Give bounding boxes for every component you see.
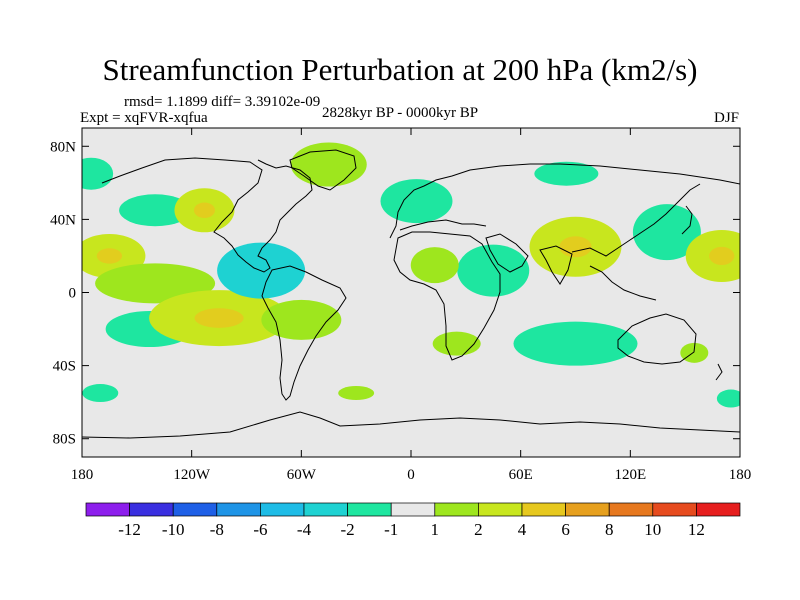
x-tick-label: 0 <box>407 467 415 483</box>
x-tick-label: 60E <box>509 467 533 483</box>
anomaly-region-19 <box>338 386 375 401</box>
colorbar-label: -6 <box>253 520 267 539</box>
coast-south-america <box>261 265 347 401</box>
coast-europe-south <box>399 219 487 231</box>
x-tick-label: 180 <box>71 467 94 483</box>
anomaly-region-1 <box>95 263 216 304</box>
anomaly-region-12 <box>410 247 459 284</box>
colorbar-label: 4 <box>518 520 527 539</box>
stats-label: rmsd= 1.1899 diff= 3.39102e-09 <box>124 94 321 110</box>
colorbar-label: -4 <box>297 520 312 539</box>
colorbar-label: -12 <box>118 520 141 539</box>
coast-japan <box>681 205 693 235</box>
y-tick-label: 40N <box>50 212 76 228</box>
colorbar-label: 12 <box>688 520 705 539</box>
anomaly-region-10 <box>457 244 530 297</box>
anomaly-region-17 <box>432 331 481 356</box>
plot-title: Streamfunction Perturbation at 200 hPa (… <box>102 52 698 87</box>
colorbar-swatch <box>390 502 436 517</box>
anomaly-core-1 <box>194 308 244 328</box>
colorbar-label: 1 <box>431 520 440 539</box>
experiment-label: Expt = xqFVR-xqfua <box>80 110 208 126</box>
coast-india <box>539 245 573 285</box>
anomaly-region-13 <box>534 161 599 186</box>
colorbar-swatch <box>85 502 130 517</box>
colorbar-swatch <box>129 502 174 517</box>
anomaly-layer <box>82 142 740 408</box>
coast-greenland <box>289 149 357 191</box>
colorbar-swatch <box>608 502 654 517</box>
colorbar-label: 6 <box>561 520 570 539</box>
colorbar-swatch <box>521 502 566 517</box>
colorbar-swatch <box>347 502 392 517</box>
anomaly-region-6 <box>119 194 192 227</box>
coast-southeast-asia <box>589 265 657 301</box>
x-tick-label: 120W <box>173 467 211 483</box>
y-tick-label: 40S <box>53 359 76 375</box>
y-tick-label: 0 <box>69 286 77 302</box>
anomaly-region-9 <box>380 179 453 224</box>
anomaly-core-2 <box>193 202 215 218</box>
colorbar-swatch <box>260 502 305 517</box>
colorbar-swatch <box>565 502 610 517</box>
coastlines <box>82 149 740 439</box>
coast-north-america <box>101 157 313 273</box>
period-label: 2828kyr BP - 0000kyr BP <box>322 105 479 121</box>
anomaly-region-22 <box>82 157 114 190</box>
anomaly-region-18 <box>680 342 709 363</box>
colorbar-swatch <box>172 502 218 517</box>
anomaly-core-4 <box>709 246 735 266</box>
coast-east-asia <box>571 183 701 257</box>
colorbar-swatch <box>696 502 741 517</box>
colorbar-label: 2 <box>474 520 483 539</box>
colorbar-swatch <box>478 502 523 517</box>
colorbar-swatch <box>216 502 261 517</box>
colorbar-label: -8 <box>210 520 224 539</box>
coast-europe-asia <box>389 163 740 239</box>
colorbar-label: -2 <box>341 520 355 539</box>
colorbar-swatch <box>303 502 348 517</box>
anomaly-region-5 <box>261 299 342 340</box>
coast-africa <box>393 231 501 361</box>
anomaly-region-20 <box>82 384 119 403</box>
anomaly-region-14 <box>632 204 701 261</box>
coast-new-zealand <box>715 363 723 381</box>
coast-australia <box>617 313 697 365</box>
y-tick-label: 80N <box>50 139 76 155</box>
coast-antarctica <box>82 411 740 439</box>
colorbar-label: 10 <box>644 520 661 539</box>
y-tick-label: 80S <box>53 432 76 448</box>
colorbar-label: -10 <box>162 520 185 539</box>
season-label: DJF <box>714 110 740 126</box>
anomaly-region-16 <box>513 321 638 366</box>
coast-arabia <box>485 233 529 273</box>
x-tick-label: 120E <box>614 467 646 483</box>
anomaly-core-0 <box>96 248 123 264</box>
colorbar-label: -1 <box>384 520 398 539</box>
x-tick-label: 60W <box>287 467 317 483</box>
colorbar-swatch <box>652 502 697 517</box>
colorbar: -12 -10 -8 -6 -4 -2 -1 1 2 4 6 8 10 12 <box>85 502 741 539</box>
axis-ticks: 180 120W 60W 0 60E 120E 180 80N 40N 0 40S 80S <box>50 128 751 483</box>
anomaly-region-21 <box>716 389 740 408</box>
colorbar-label: 8 <box>605 520 614 539</box>
anomaly-core-3 <box>559 236 592 258</box>
colorbar-swatch <box>434 502 479 517</box>
x-tick-label: 180 <box>729 467 752 483</box>
